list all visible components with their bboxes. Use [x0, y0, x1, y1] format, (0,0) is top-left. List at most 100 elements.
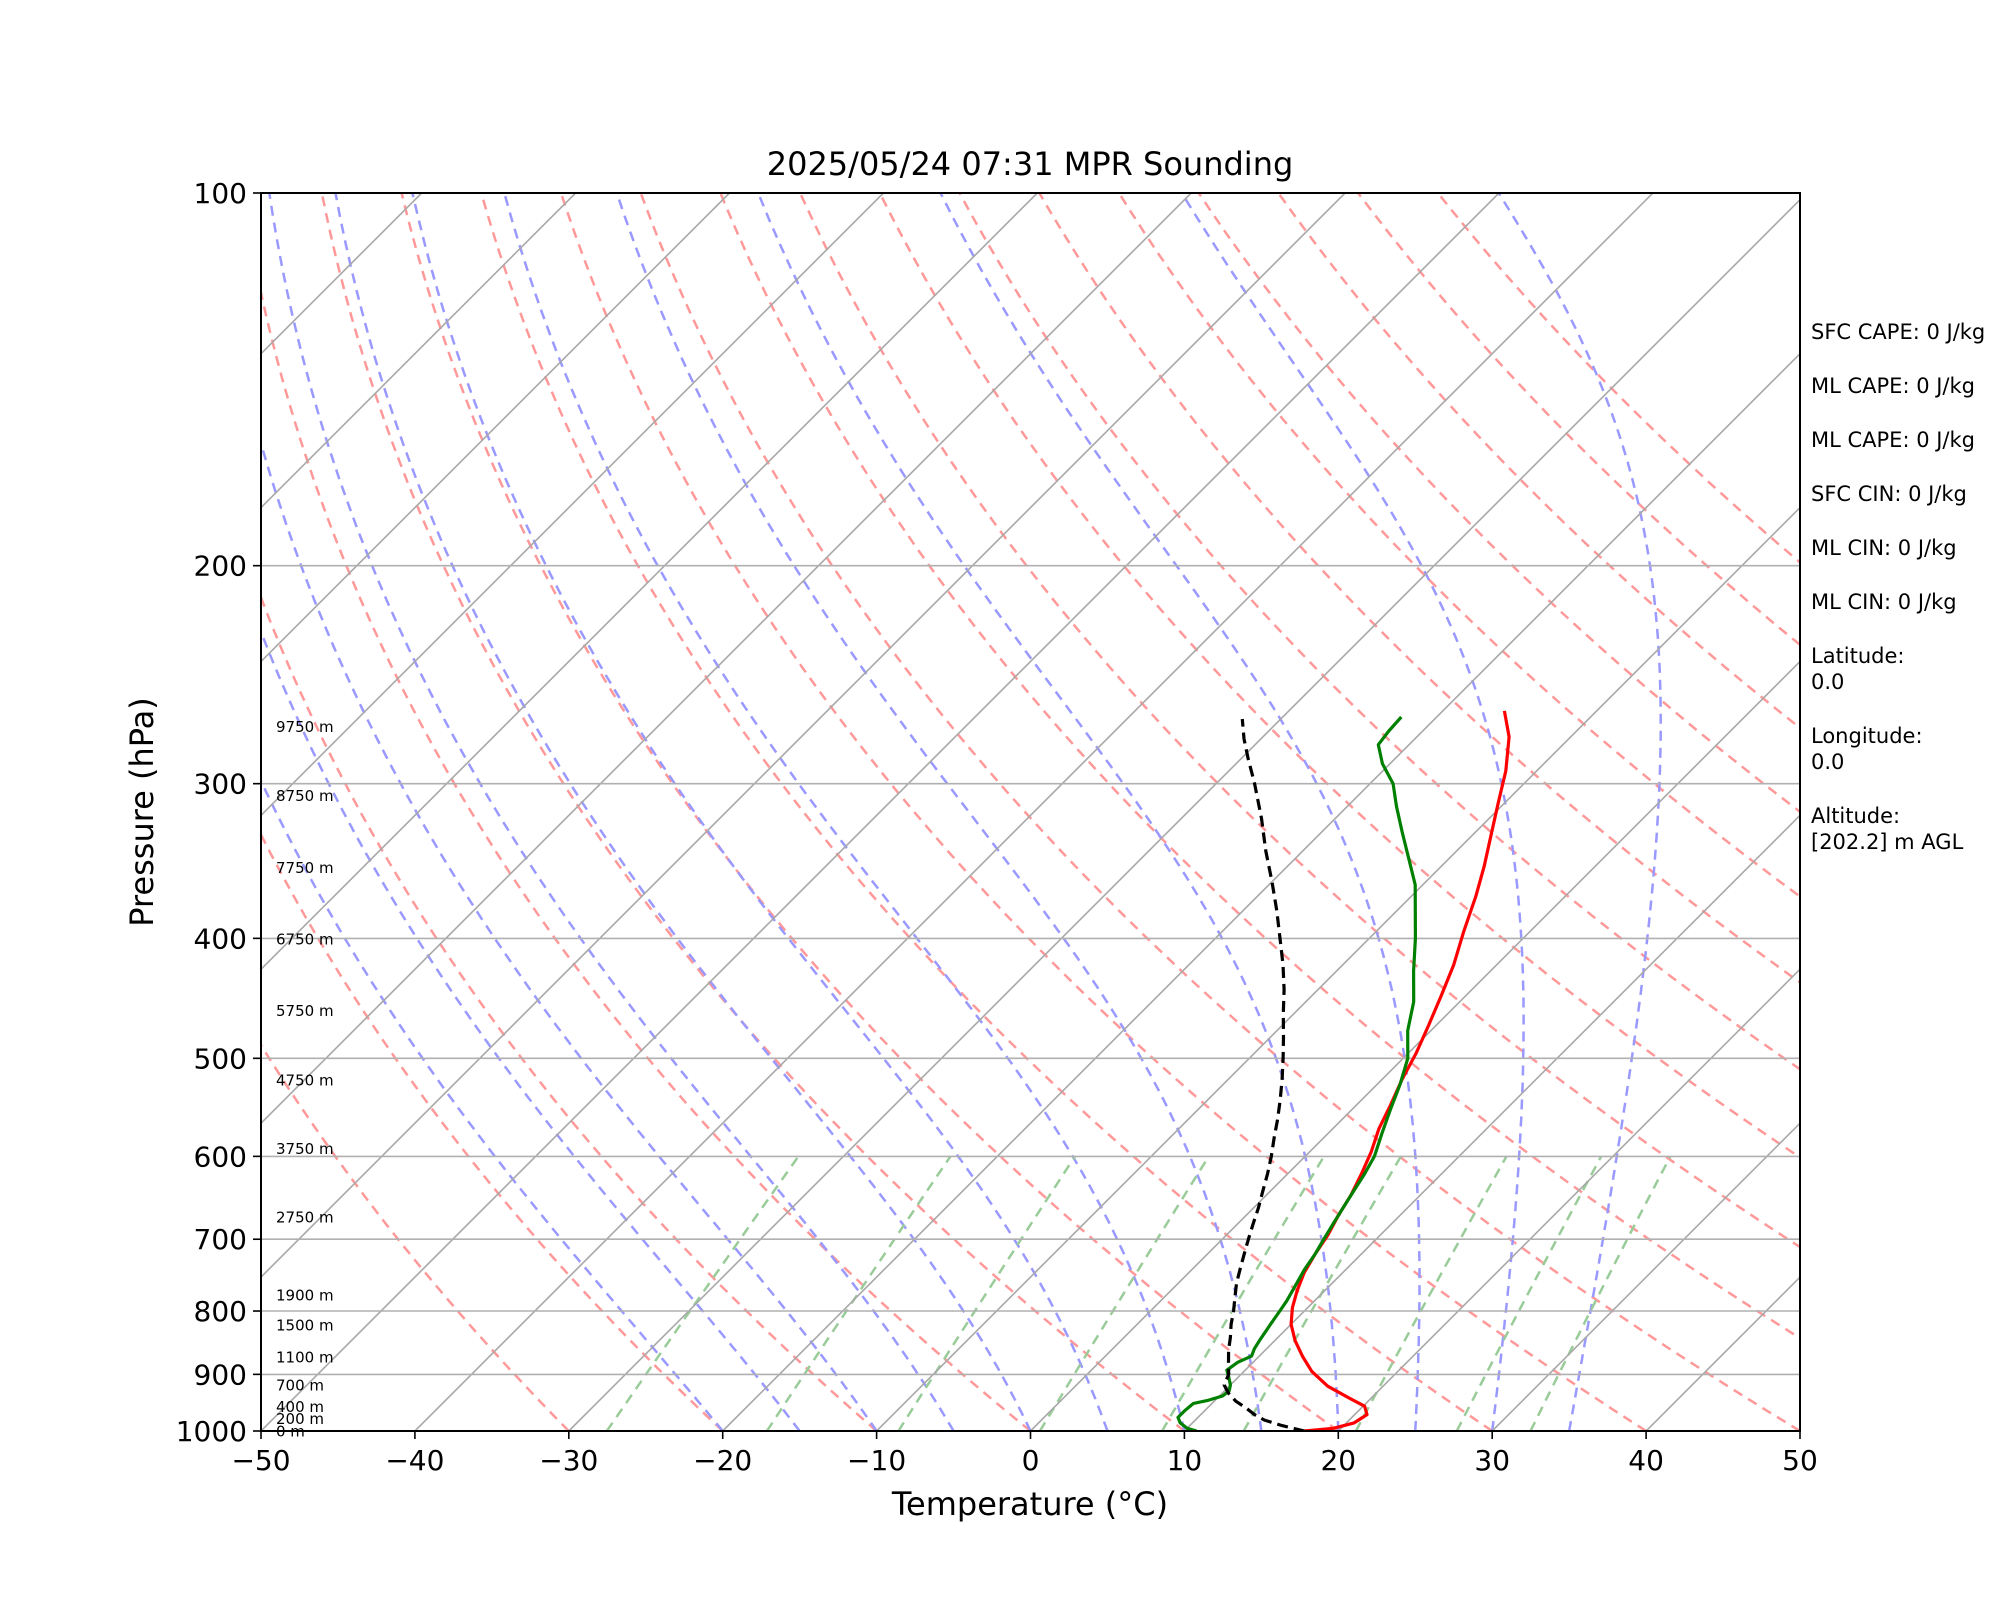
x-tick-label: 50: [1782, 1444, 1818, 1477]
y-tick-label: 500: [194, 1042, 247, 1075]
annotation-line: ML CAPE: 0 J/kg: [1811, 428, 1975, 452]
isotherm-line: [414, 193, 1654, 1431]
moist-adiabat: [757, 193, 1340, 1431]
plot-frame: [260, 192, 1801, 1432]
annotation-line: SFC CAPE: 0 J/kg: [1811, 320, 1985, 344]
side-annotation: ML CAPE: 0 J/kg: [1811, 428, 1975, 452]
dry-adiabat: [261, 287, 1032, 1431]
side-annotation: ML CIN: 0 J/kg: [1811, 536, 1957, 560]
isotherm-line: [1183, 814, 1800, 1431]
pressure-gridlines: [261, 192, 1800, 1432]
y-tick-label: 1000: [176, 1415, 247, 1448]
isotherm-line: [261, 193, 1346, 1279]
isotherm-line: [261, 193, 1192, 1125]
annotation-line: 0.0: [1811, 670, 1844, 694]
series-lines: [1176, 710, 1511, 1431]
side-annotation: Longitude: 0.0: [1811, 724, 1923, 774]
dry-adiabat: [1436, 193, 1800, 564]
annotation-line: Longitude:: [1811, 724, 1923, 748]
dry-adiabat: [559, 193, 1647, 1431]
mixing-ratio-line: [605, 1155, 800, 1431]
moist-adiabat: [411, 193, 1109, 1431]
height-label: 3750 m: [276, 1140, 334, 1158]
moist-adiabat: [503, 193, 1186, 1431]
x-axis-label: Temperature (°C): [891, 1485, 1168, 1523]
moist-adiabat: [1180, 193, 1525, 1431]
annotation-line: ML CIN: 0 J/kg: [1811, 590, 1957, 614]
isotherm-line: [261, 193, 577, 509]
moist-adiabat: [334, 193, 1032, 1431]
y-tick-label: 300: [194, 768, 247, 801]
side-annotation: ML CIN: 0 J/kg: [1811, 590, 1957, 614]
height-labels: 9750 m 8750 m 7750 m 6750 m 5750 m 4750 m 3750…: [276, 718, 334, 1441]
side-annotation: SFC CAPE: 0 J/kg: [1811, 320, 1985, 344]
dry-adiabat: [639, 193, 1800, 1431]
dry-adiabat: [719, 193, 1800, 1340]
side-annotations: SFC CAPE: 0 J/kg ML CAPE: 0 J/kg ML CAPE: …: [1811, 320, 1985, 854]
side-annotation: Altitude: [202.2] m AGL: [1811, 804, 1964, 854]
y-tick-label: 100: [194, 177, 247, 210]
isotherm-line: [568, 198, 1800, 1431]
isotherm-line: [1491, 1122, 1800, 1431]
height-label: 1100 m: [276, 1348, 334, 1366]
moist-adiabat: [261, 777, 724, 1431]
isotherm-line: [261, 193, 731, 663]
x-tick-label: −40: [385, 1444, 444, 1477]
height-label: 0 m: [276, 1423, 305, 1441]
x-tick-label: −10: [847, 1444, 906, 1477]
annotation-line: Altitude:: [1811, 804, 1900, 828]
y-tick-label: 400: [194, 922, 247, 955]
side-annotation: ML CAPE: 0 J/kg: [1811, 374, 1975, 398]
annotation-line: Latitude:: [1811, 644, 1905, 668]
annotation-line: 0.0: [1811, 750, 1844, 774]
height-label: 2750 m: [276, 1208, 334, 1226]
isotherm-line: [1337, 968, 1800, 1431]
height-label: 200 m: [276, 1410, 324, 1428]
annotation-line: ML CIN: 0 J/kg: [1811, 536, 1957, 560]
moist-adiabat: [261, 628, 801, 1431]
dry-adiabat: [1117, 193, 1800, 899]
dry-adiabat: [798, 193, 1800, 1249]
chart-title: 2025/05/24 07:31 MPR Sounding: [767, 145, 1294, 183]
mixing-ratio-line: [765, 1155, 952, 1431]
moist-adiabat: [939, 193, 1421, 1431]
y-axis: 100 200 300 400 500 600 700 800 900 1000: [176, 177, 261, 1448]
x-axis: −50 −40 −30 −20 −10 0 10 20 30 40 50: [231, 1431, 1818, 1477]
x-tick-label: 40: [1628, 1444, 1664, 1477]
mixing-ratio-line: [1455, 1155, 1603, 1431]
sounding-line: [1222, 718, 1305, 1431]
x-tick-label: −30: [539, 1444, 598, 1477]
dry-adiabat: [1357, 193, 1800, 647]
isotherm-line: [261, 193, 1038, 971]
x-tick-label: −50: [231, 1444, 290, 1477]
height-label: 8750 m: [276, 787, 334, 805]
dry-adiabat: [261, 1042, 570, 1431]
mixing-ratio-line: [1529, 1155, 1672, 1431]
isotherm-line: [1029, 660, 1800, 1431]
annotation-line: SFC CIN: 0 J/kg: [1811, 482, 1967, 506]
dry-adiabat: [1277, 193, 1800, 730]
annotation-line: ML CAPE: 0 J/kg: [1811, 374, 1975, 398]
moist-adiabat: [1497, 193, 1662, 1431]
x-tick-label: 0: [1022, 1444, 1040, 1477]
side-annotation: Latitude: 0.0: [1811, 644, 1905, 694]
annotation-line: [202.2] m AGL: [1811, 830, 1964, 854]
isotherm-line: [722, 352, 1800, 1431]
x-tick-label: −20: [693, 1444, 752, 1477]
dry-adiabat: [261, 832, 724, 1431]
y-tick-label: 900: [194, 1358, 247, 1391]
x-tick-label: 30: [1474, 1444, 1510, 1477]
x-tick-label: 10: [1167, 1444, 1203, 1477]
moist-adiabat: [268, 193, 955, 1431]
isotherm-line: [261, 193, 1500, 1431]
moist-adiabat: [261, 438, 878, 1431]
dry-adiabat: [480, 193, 1493, 1431]
y-tick-label: 600: [194, 1140, 247, 1173]
side-annotation: SFC CIN: 0 J/kg: [1811, 482, 1967, 506]
mixing-ratio-line: [1038, 1155, 1210, 1431]
height-label: 1900 m: [276, 1286, 334, 1304]
mixing-ratio-line: [897, 1155, 1077, 1431]
height-label: 9750 m: [276, 718, 334, 736]
y-axis-label: Pressure (hPa): [123, 697, 161, 927]
